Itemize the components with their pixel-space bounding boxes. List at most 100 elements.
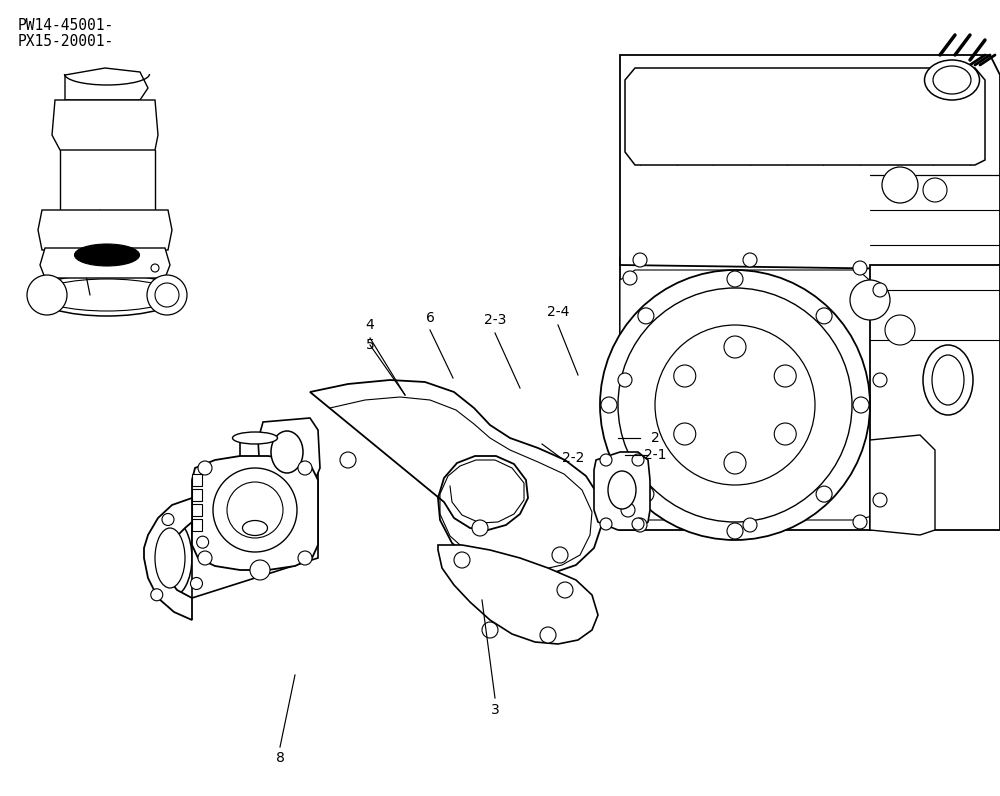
Polygon shape	[192, 489, 202, 501]
Polygon shape	[65, 68, 148, 100]
Ellipse shape	[932, 355, 964, 405]
Circle shape	[638, 486, 654, 502]
Polygon shape	[870, 435, 935, 535]
Circle shape	[727, 271, 743, 287]
Circle shape	[853, 397, 869, 413]
Circle shape	[727, 523, 743, 539]
Polygon shape	[40, 248, 170, 278]
Polygon shape	[870, 265, 1000, 530]
Circle shape	[340, 452, 356, 468]
Circle shape	[600, 518, 612, 530]
Ellipse shape	[271, 431, 303, 473]
Text: 2-4: 2-4	[547, 305, 569, 319]
Circle shape	[674, 365, 696, 387]
Ellipse shape	[924, 60, 980, 100]
Polygon shape	[192, 519, 202, 531]
Circle shape	[873, 493, 887, 507]
Text: PX15-20001-: PX15-20001-	[18, 34, 114, 49]
Circle shape	[557, 582, 573, 598]
Circle shape	[600, 454, 612, 466]
Circle shape	[850, 280, 890, 320]
Circle shape	[724, 336, 746, 358]
Polygon shape	[192, 468, 318, 598]
Circle shape	[816, 308, 832, 324]
Ellipse shape	[148, 518, 192, 598]
Polygon shape	[310, 380, 602, 576]
Text: 3: 3	[491, 703, 499, 717]
Polygon shape	[620, 258, 900, 530]
Circle shape	[743, 253, 757, 267]
Circle shape	[151, 264, 159, 272]
Ellipse shape	[155, 528, 185, 588]
Circle shape	[198, 461, 212, 475]
Ellipse shape	[232, 432, 278, 444]
Circle shape	[162, 513, 174, 525]
Circle shape	[774, 365, 796, 387]
Polygon shape	[192, 456, 318, 570]
Ellipse shape	[933, 66, 971, 94]
Circle shape	[674, 423, 696, 445]
Circle shape	[633, 518, 647, 532]
Polygon shape	[620, 270, 875, 520]
Text: 2-2: 2-2	[562, 451, 584, 465]
Text: PW14-45001-: PW14-45001-	[18, 18, 114, 33]
Circle shape	[250, 560, 270, 580]
Circle shape	[151, 589, 163, 601]
Circle shape	[853, 261, 867, 275]
Circle shape	[885, 315, 915, 345]
Polygon shape	[620, 55, 1000, 270]
Circle shape	[298, 461, 312, 475]
Circle shape	[923, 178, 947, 202]
Circle shape	[633, 253, 647, 267]
Polygon shape	[258, 418, 320, 484]
Circle shape	[618, 373, 632, 387]
Circle shape	[816, 486, 832, 502]
Circle shape	[623, 271, 637, 285]
Circle shape	[632, 454, 644, 466]
Ellipse shape	[923, 345, 973, 415]
Circle shape	[638, 308, 654, 324]
Circle shape	[482, 622, 498, 638]
Circle shape	[618, 288, 852, 522]
Circle shape	[197, 537, 209, 548]
Circle shape	[190, 577, 202, 590]
Circle shape	[155, 283, 179, 307]
Text: 2-3: 2-3	[484, 313, 506, 327]
Text: 5: 5	[366, 338, 374, 352]
Ellipse shape	[74, 244, 140, 266]
Text: 2: 2	[651, 431, 659, 445]
Polygon shape	[52, 100, 158, 150]
Circle shape	[724, 452, 746, 474]
Circle shape	[873, 373, 887, 387]
Circle shape	[600, 270, 870, 540]
Polygon shape	[144, 498, 192, 620]
Circle shape	[632, 518, 644, 530]
Text: 2-1: 2-1	[644, 448, 666, 462]
Polygon shape	[625, 68, 985, 165]
Circle shape	[655, 325, 815, 485]
Circle shape	[472, 520, 488, 536]
Circle shape	[774, 423, 796, 445]
Circle shape	[227, 482, 283, 538]
Circle shape	[147, 275, 187, 315]
Circle shape	[27, 275, 67, 315]
Text: 8: 8	[276, 751, 284, 765]
Polygon shape	[594, 452, 650, 530]
Ellipse shape	[34, 274, 180, 316]
Ellipse shape	[242, 521, 268, 536]
Text: 4: 4	[366, 318, 374, 332]
Circle shape	[743, 518, 757, 532]
Circle shape	[882, 167, 918, 203]
Polygon shape	[438, 545, 598, 644]
Ellipse shape	[40, 279, 175, 311]
Circle shape	[454, 552, 470, 568]
Circle shape	[198, 551, 212, 565]
Circle shape	[540, 627, 556, 643]
Circle shape	[213, 468, 297, 552]
Circle shape	[601, 397, 617, 413]
Circle shape	[621, 503, 635, 517]
Polygon shape	[192, 504, 202, 516]
Polygon shape	[38, 210, 172, 250]
Circle shape	[873, 283, 887, 297]
Polygon shape	[192, 474, 202, 486]
